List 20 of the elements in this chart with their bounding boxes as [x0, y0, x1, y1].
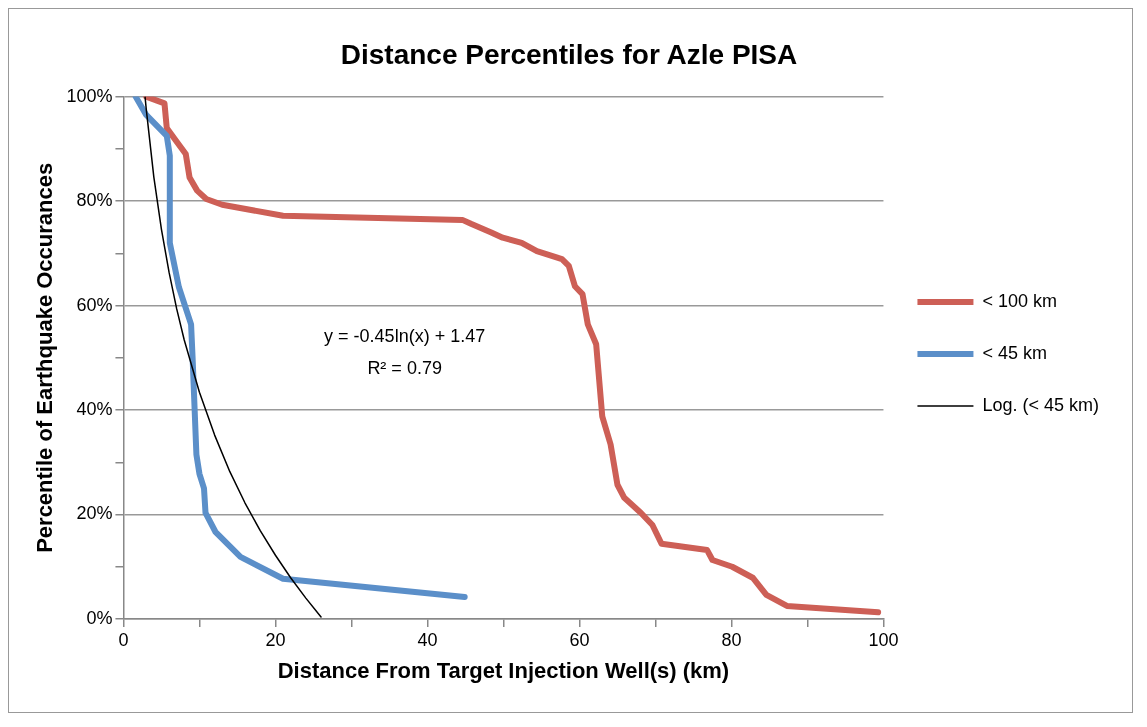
- annotation: y = -0.45ln(x) + 1.47: [324, 325, 486, 346]
- x-tick-label: 80: [721, 629, 742, 650]
- y-tick-label: 0%: [86, 607, 113, 628]
- y-tick-label: 80%: [76, 190, 113, 211]
- x-tick-label: 40: [417, 629, 438, 650]
- legend-label: < 45 km: [982, 342, 1047, 363]
- x-tick-label: 60: [569, 629, 590, 650]
- y-tick-label: 60%: [76, 294, 113, 315]
- legend-label: Log. (< 45 km): [982, 394, 1100, 415]
- annotation: R² = 0.79: [367, 357, 442, 378]
- y-tick-label: 100%: [66, 85, 113, 106]
- y-tick-label: 40%: [76, 399, 113, 420]
- y-axis-title: Percentile of Earthquake Occurances: [32, 162, 58, 553]
- x-tick-label: 0: [118, 629, 129, 650]
- legend-label: < 100 km: [982, 290, 1057, 311]
- x-axis-title: Distance From Target Injection Well(s) (km): [277, 657, 730, 683]
- chart-title: Distance Percentiles for Azle PISA: [340, 38, 798, 70]
- x-tick-label: 100: [868, 629, 899, 650]
- y-tick-label: 20%: [76, 503, 113, 524]
- x-tick-label: 20: [265, 629, 286, 650]
